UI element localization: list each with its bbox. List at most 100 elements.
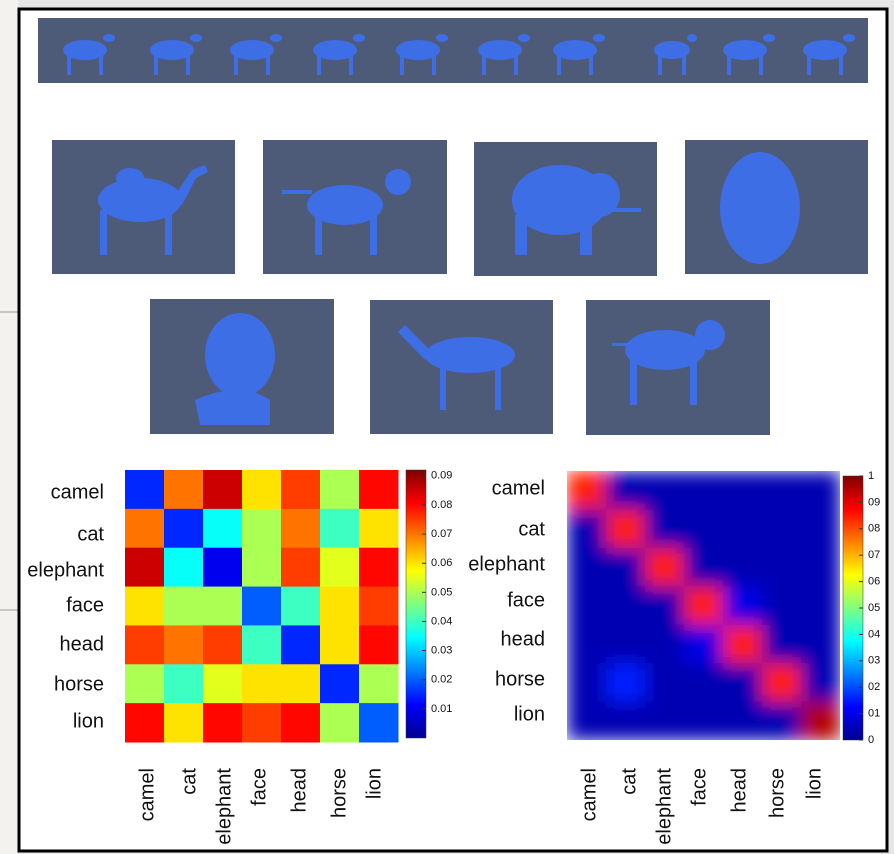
heatmap-cell bbox=[723, 471, 763, 510]
heatmap-cell bbox=[645, 509, 685, 549]
row-label: elephant bbox=[468, 553, 545, 575]
heatmap-cell bbox=[164, 703, 204, 743]
colorbar-tick-label: 1 bbox=[868, 470, 874, 482]
page-edge bbox=[0, 0, 18, 854]
heatmap-cell bbox=[203, 547, 243, 588]
heatmap-cell bbox=[606, 624, 646, 664]
heatmap-cell bbox=[359, 664, 399, 704]
heatmap-cell bbox=[801, 586, 840, 626]
heatmap-cell bbox=[164, 470, 204, 510]
row-label: face bbox=[66, 594, 104, 616]
row-label: camel bbox=[492, 477, 545, 499]
heatmap-cell bbox=[203, 703, 243, 743]
row-label: cat bbox=[518, 518, 545, 540]
column-label: lion bbox=[803, 768, 825, 799]
colorbar-tick-label: 01 bbox=[868, 708, 880, 720]
colorbar-tick-label: 0.05 bbox=[431, 586, 452, 598]
heatmap-cell bbox=[684, 701, 724, 740]
heatmap-cells bbox=[567, 471, 840, 740]
heatmap-cell bbox=[762, 663, 802, 703]
heatmap-cell bbox=[242, 586, 282, 626]
heatmap-cell bbox=[359, 547, 399, 588]
row-label: cat bbox=[77, 523, 104, 545]
colorbar-tick-label: 04 bbox=[868, 628, 880, 640]
blurred-cells bbox=[567, 471, 840, 740]
heatmap-cell bbox=[203, 470, 243, 510]
heatmap-cell bbox=[320, 625, 360, 665]
heatmap-cell bbox=[762, 624, 802, 664]
heatmap-cell bbox=[801, 547, 840, 587]
colorbar-tick-label: 0.01 bbox=[431, 703, 452, 715]
heatmap-cell bbox=[723, 624, 763, 664]
heatmap-cell bbox=[203, 508, 243, 549]
colorbar-tick-label: 05 bbox=[868, 602, 880, 614]
heatmap-cell bbox=[320, 470, 360, 510]
heatmap-cell bbox=[801, 701, 840, 740]
colorbar-tick-label: 0.06 bbox=[431, 557, 452, 569]
heatmap-cell bbox=[242, 508, 282, 549]
heatmap-cell bbox=[645, 663, 685, 703]
heatmap-cell bbox=[762, 471, 802, 510]
heatmap-cell bbox=[606, 509, 646, 549]
heatmap-cell bbox=[606, 701, 646, 740]
heatmap-cell bbox=[762, 701, 802, 740]
heatmap-cell bbox=[723, 509, 763, 549]
render-panels bbox=[52, 140, 868, 435]
heatmap-cell bbox=[164, 664, 204, 704]
heatmap-cell bbox=[645, 547, 685, 587]
colorbar-tick-label: 0.09 bbox=[431, 470, 452, 482]
row-label: lion bbox=[73, 710, 104, 732]
heatmap-cell bbox=[242, 703, 282, 743]
colorbar-tick-label: 0.03 bbox=[431, 645, 452, 657]
heatmap-cell bbox=[359, 703, 399, 743]
row-label: camel bbox=[51, 481, 104, 503]
heatmap-cell bbox=[801, 509, 840, 549]
heatmap-cell bbox=[567, 471, 607, 510]
heatmap-cell bbox=[684, 471, 724, 510]
heatmap-cell bbox=[203, 625, 243, 665]
heatmap-cell bbox=[203, 664, 243, 704]
column-label: horse bbox=[328, 768, 350, 818]
heatmap-cell bbox=[684, 586, 724, 626]
row-label: horse bbox=[54, 673, 104, 695]
heatmap-cell bbox=[801, 471, 840, 510]
heatmap-cell bbox=[281, 664, 321, 704]
heatmap-cell bbox=[203, 586, 243, 626]
colorbar-tick-label: 0.08 bbox=[431, 499, 452, 511]
colorbar-tick-label: 07 bbox=[868, 549, 880, 561]
heatmap-cell bbox=[684, 509, 724, 549]
colorbar-tick-label: 03 bbox=[868, 655, 880, 667]
heatmap-cell bbox=[723, 701, 763, 740]
colorbar-tick-label: 0.04 bbox=[431, 615, 452, 627]
heatmap-cell bbox=[125, 625, 165, 665]
heatmap-cell bbox=[125, 508, 165, 549]
heatmap-cell bbox=[320, 664, 360, 704]
row-label: horse bbox=[495, 668, 545, 690]
column-label: lion bbox=[363, 768, 385, 799]
heatmap-cell bbox=[125, 664, 165, 704]
heatmap-cell bbox=[125, 703, 165, 743]
heatmap-cell bbox=[242, 664, 282, 704]
heatmap-cells bbox=[125, 470, 399, 743]
heatmap-cell bbox=[762, 509, 802, 549]
column-label: camel bbox=[578, 768, 600, 821]
heatmap-cell bbox=[125, 586, 165, 626]
row-label: face bbox=[507, 589, 545, 611]
column-label: elephant bbox=[213, 768, 235, 845]
column-label: face bbox=[248, 768, 270, 806]
heatmap-cell bbox=[645, 471, 685, 510]
heatmap-cell bbox=[645, 624, 685, 664]
row-label: head bbox=[501, 628, 546, 650]
heatmap-cell bbox=[359, 470, 399, 510]
colorbar-tick-label: 08 bbox=[868, 523, 880, 535]
row-label: elephant bbox=[27, 559, 104, 581]
column-label: cat bbox=[618, 768, 640, 795]
column-label: face bbox=[688, 768, 710, 806]
heatmap-cell bbox=[359, 625, 399, 665]
heatmap-cell bbox=[320, 547, 360, 588]
